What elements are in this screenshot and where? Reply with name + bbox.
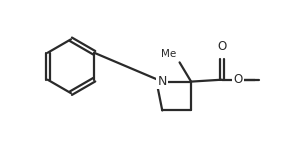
- Text: Me: Me: [162, 49, 177, 59]
- Text: O: O: [234, 73, 243, 86]
- Text: N: N: [158, 75, 167, 88]
- Text: O: O: [217, 40, 226, 53]
